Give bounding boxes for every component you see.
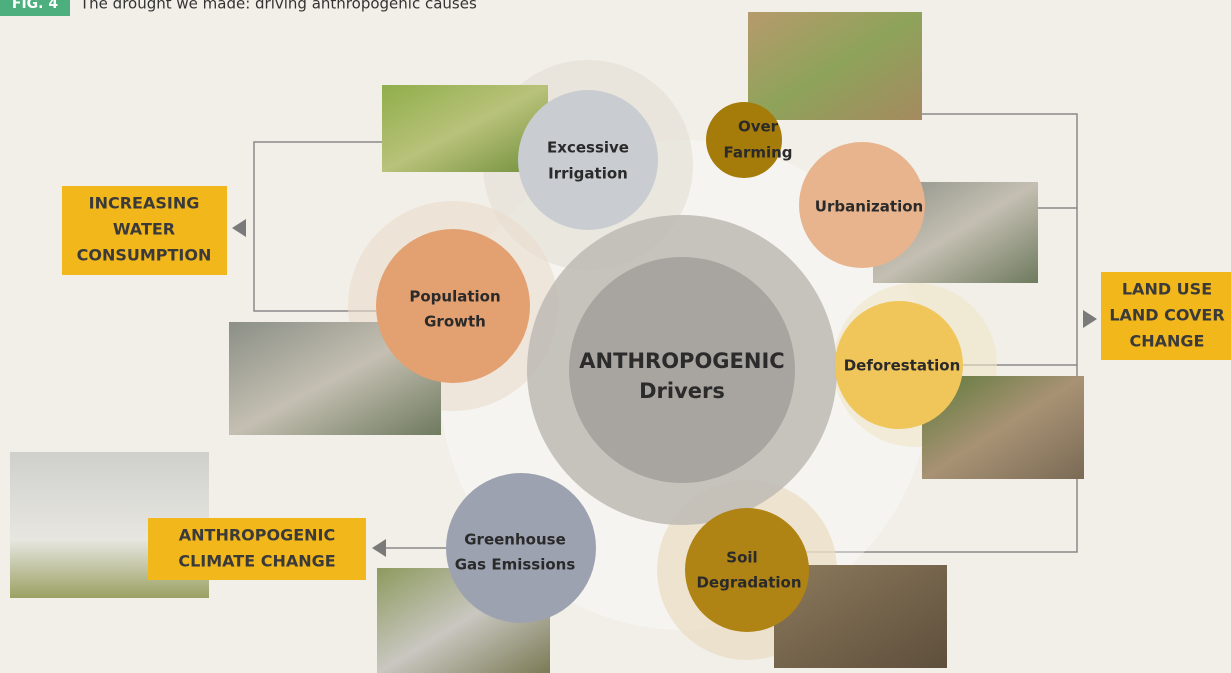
node-label: Urbanization xyxy=(815,198,923,216)
outcome-label: ANTHROPOGENIC xyxy=(179,526,335,545)
node-label: Growth xyxy=(424,313,486,331)
page: FIG. 4 The drought we made: driving anth… xyxy=(0,0,1231,673)
node-label: Deforestation xyxy=(844,357,961,375)
outcome-label: WATER xyxy=(113,220,175,239)
outcome-label: CLIMATE CHANGE xyxy=(178,552,335,571)
photo xyxy=(748,12,922,120)
node-label: Soil xyxy=(726,549,757,567)
diagram: FIG. 4 The drought we made: driving anth… xyxy=(0,0,1231,673)
arrow xyxy=(1083,310,1097,328)
node-label: Over xyxy=(738,118,779,136)
node-label: Irrigation xyxy=(548,165,628,183)
node-label: Excessive xyxy=(547,139,629,157)
node-label: Greenhouse xyxy=(464,531,566,549)
node xyxy=(706,102,782,178)
node-label: Gas Emissions xyxy=(455,556,576,574)
outcome-label: CONSUMPTION xyxy=(77,246,212,265)
center-label: Drivers xyxy=(639,379,725,403)
outcome-label: LAND USE xyxy=(1122,280,1212,299)
arrow xyxy=(372,539,386,557)
outcome-label: CHANGE xyxy=(1130,332,1205,351)
node-label: Population xyxy=(409,288,500,306)
center-label: ANTHROPOGENIC xyxy=(579,349,784,373)
arrow xyxy=(232,219,246,237)
node-label: Degradation xyxy=(696,574,801,592)
outcome-label: INCREASING xyxy=(89,194,200,213)
fig-label: FIG. 4 xyxy=(12,0,58,12)
outcome-label: LAND COVER xyxy=(1109,306,1224,325)
node-label: Farming xyxy=(723,144,792,162)
node xyxy=(685,508,809,632)
node xyxy=(518,90,658,230)
node xyxy=(376,229,530,383)
fig-caption: The drought we made: driving anthropogen… xyxy=(79,0,477,13)
